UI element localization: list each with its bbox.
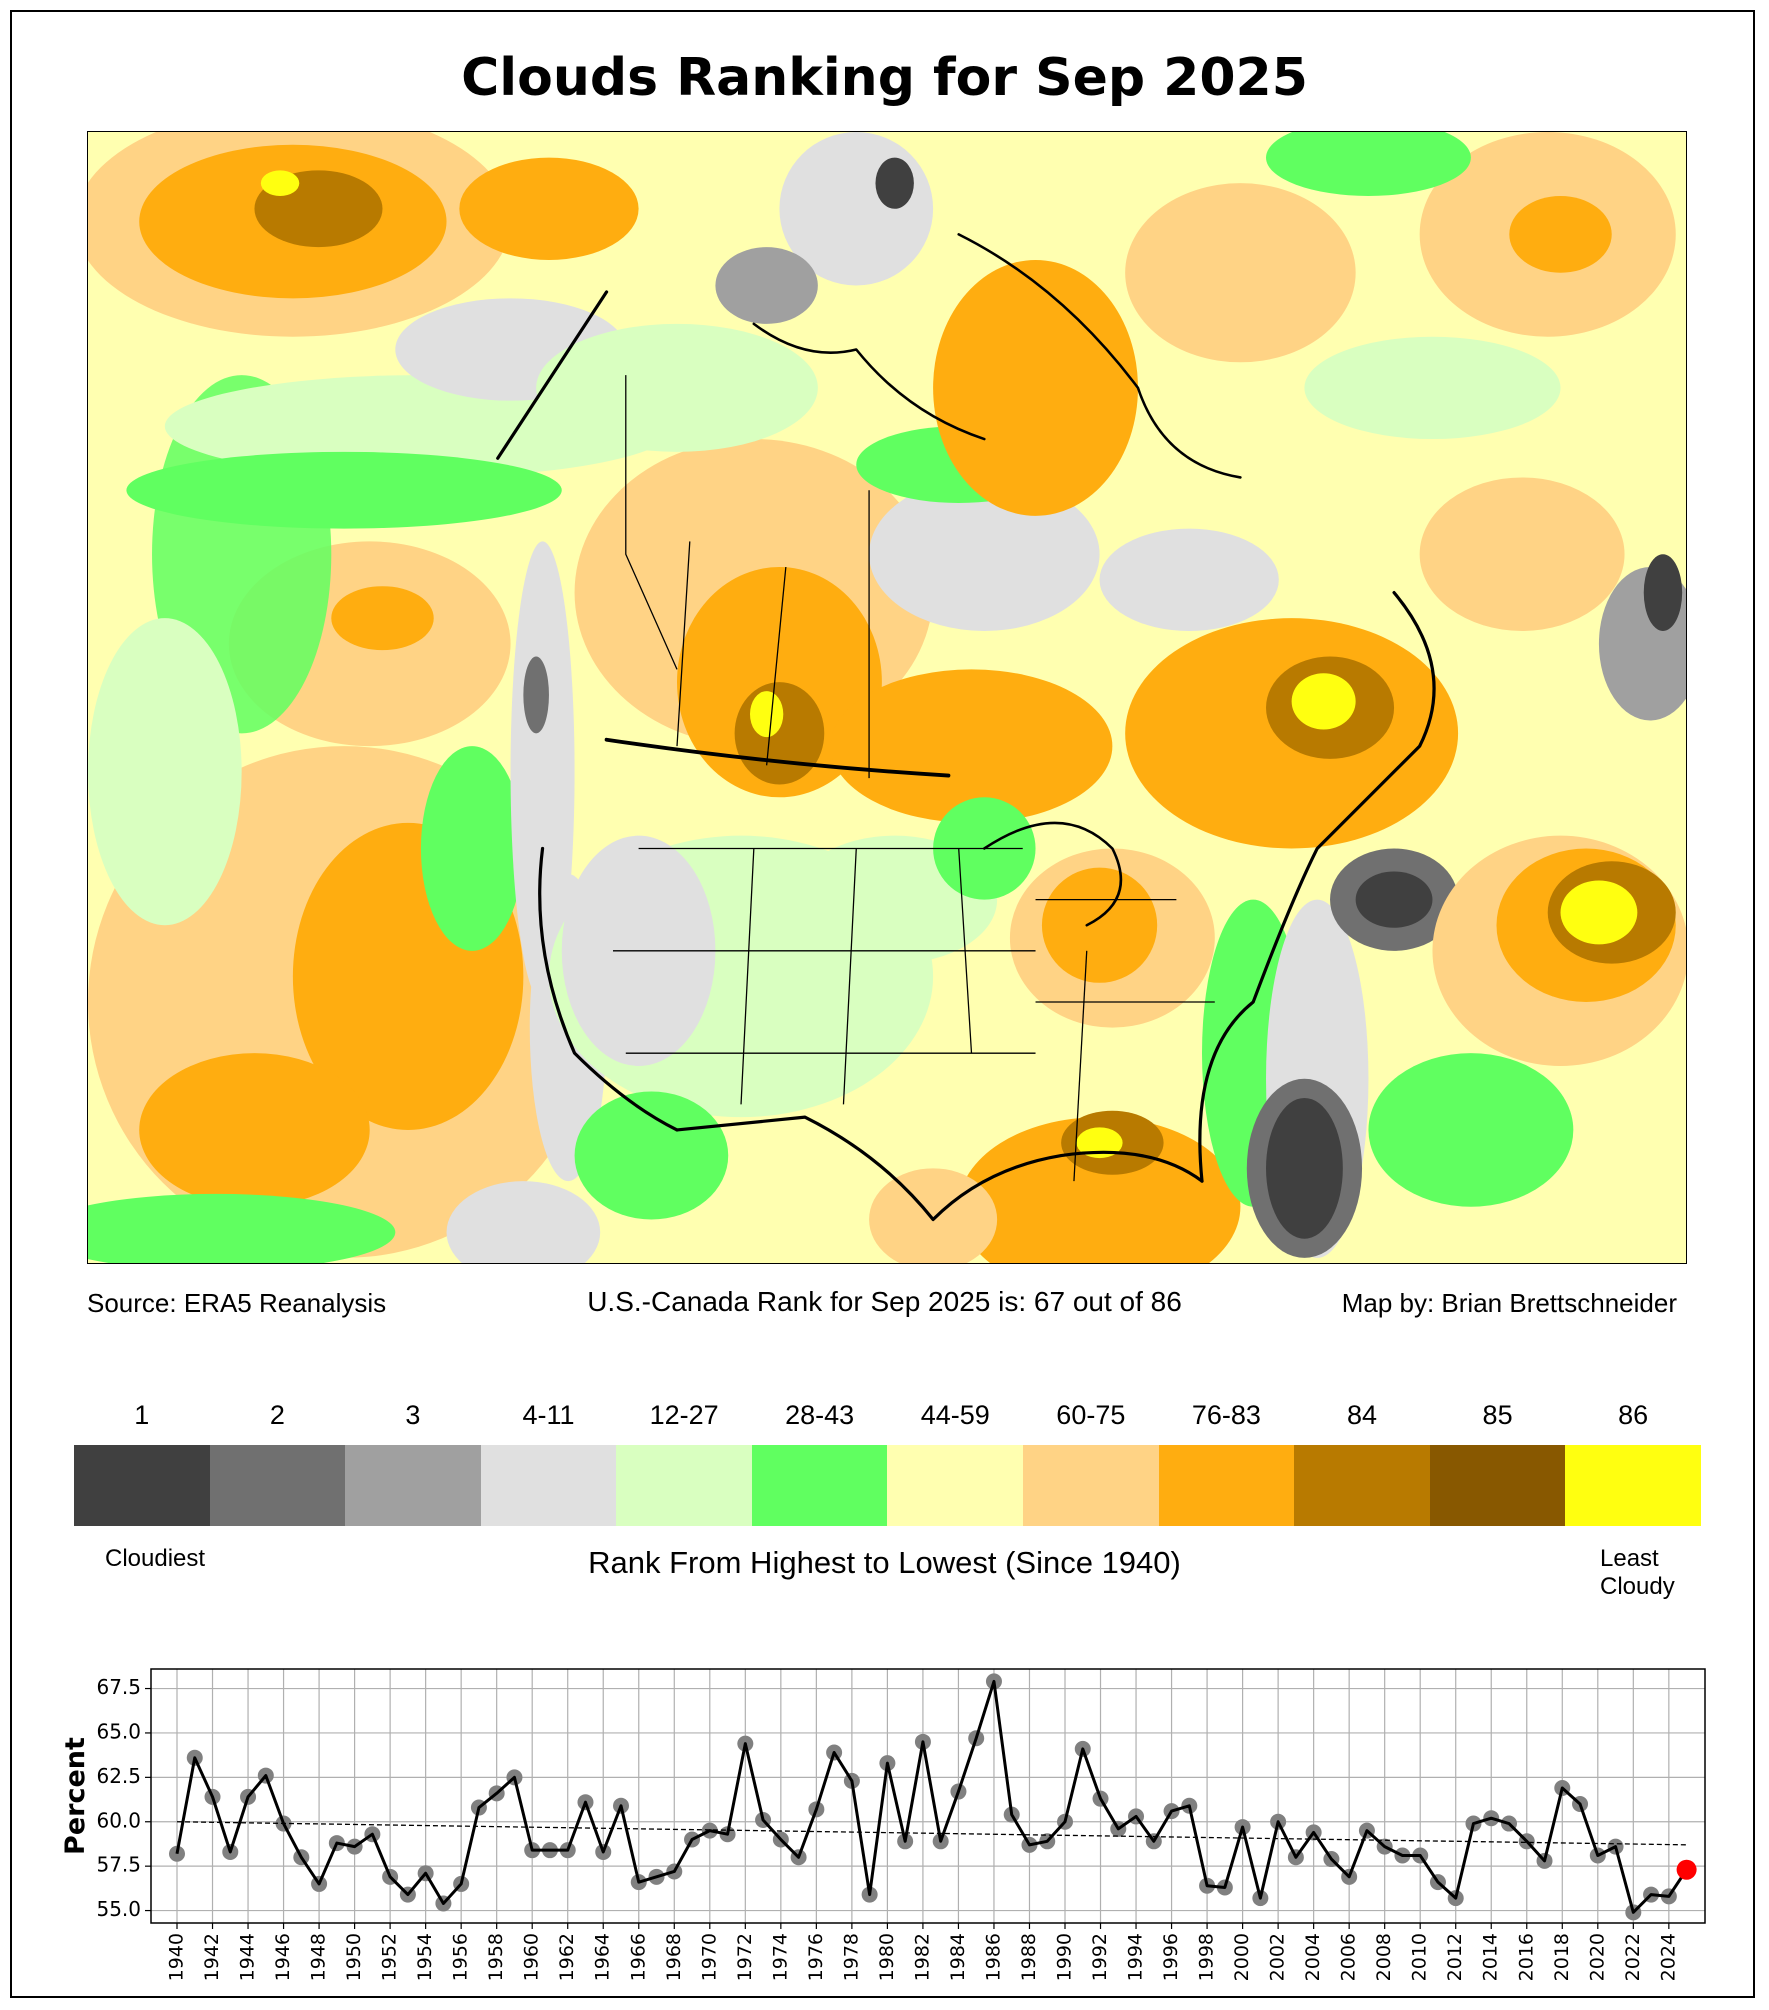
legend-swatch-2 <box>209 1445 346 1526</box>
x-tick-label: 1942 <box>201 1933 223 1981</box>
y-tick-label: 65.0 <box>96 1719 141 1743</box>
x-tick-label: 2004 <box>1302 1933 1324 1981</box>
x-tick-label: 1974 <box>769 1933 791 1981</box>
x-tick-label: 1998 <box>1196 1933 1218 1981</box>
legend-label: 76-83 <box>1191 1400 1261 1430</box>
y-tick-label: 67.5 <box>96 1675 141 1699</box>
y-axis-label: Percent <box>60 1737 91 1855</box>
trend-line <box>176 1821 1687 1846</box>
x-tick-label: 1984 <box>947 1933 969 1981</box>
legend-label: 84 <box>1346 1400 1378 1430</box>
x-tick-label: 1956 <box>450 1933 472 1981</box>
x-tick-label: 2006 <box>1338 1933 1360 1981</box>
rank-summary: U.S.-Canada Rank for Sep 2025 is: 67 out… <box>587 1286 1182 1317</box>
x-tick-label: 1966 <box>627 1933 649 1981</box>
cloud-rank-map <box>87 131 1687 1264</box>
x-tick-label: 1962 <box>556 1933 578 1981</box>
x-tick-label: 1968 <box>663 1933 685 1981</box>
legend-low-label: Cloudiest <box>105 1545 206 1572</box>
x-tick-label: 1944 <box>237 1933 259 1981</box>
x-tick-label: 1950 <box>343 1933 365 1981</box>
legend-label: 28-43 <box>785 1400 855 1430</box>
source-label: Source: ERA5 Reanalysis <box>87 1288 387 1318</box>
legend-swatch-85 <box>1429 1445 1566 1526</box>
color-legend-bar <box>74 1445 1701 1526</box>
map-graphic <box>88 132 1686 1263</box>
x-tick-label: 1992 <box>1089 1933 1111 1981</box>
x-tick-label: 2022 <box>1622 1933 1644 1981</box>
series-line <box>175 1679 1688 1914</box>
x-tick-label: 1972 <box>734 1933 756 1981</box>
x-tick-label: 1988 <box>1018 1933 1040 1981</box>
x-tick-label: 2002 <box>1267 1933 1289 1981</box>
credit-label: Map by: Brian Brettschneider <box>1341 1288 1677 1318</box>
legend-label: 86 <box>1618 1400 1649 1430</box>
legend-labels: 1 2 3 4-11 12-27 28-43 44-59 60-75 76-83… <box>74 1400 1701 1431</box>
page-title: Clouds Ranking for Sep 2025 <box>461 48 1308 108</box>
x-tick-label: 2010 <box>1409 1933 1431 1981</box>
legend-label: 44-59 <box>920 1400 990 1430</box>
y-tick-label: 62.5 <box>96 1764 141 1788</box>
x-tick-label: 1996 <box>1160 1933 1182 1981</box>
x-tick-label: 2014 <box>1480 1933 1502 1981</box>
x-tick-label: 1954 <box>414 1933 436 1981</box>
x-tick-label: 2000 <box>1231 1933 1253 1981</box>
x-tick-label: 2018 <box>1551 1933 1573 1981</box>
highlight-point-current-year <box>1676 1859 1697 1880</box>
y-tick-label: 60.0 <box>96 1808 141 1832</box>
x-tick-label: 2020 <box>1586 1933 1608 1981</box>
x-tick-label: 1964 <box>592 1933 614 1981</box>
legend-swatch-44-59 <box>887 1445 1024 1526</box>
x-tick-label: 1982 <box>911 1933 933 1981</box>
x-tick-label: 1952 <box>379 1933 401 1981</box>
x-tick-label: 1994 <box>1125 1933 1147 1981</box>
legend-label: 60-75 <box>1056 1400 1126 1430</box>
legend-high-label-2: Cloudy <box>1600 1573 1675 1600</box>
x-tick-label: 1946 <box>272 1933 294 1981</box>
x-tick-label: 2016 <box>1515 1933 1537 1981</box>
legend-label: 85 <box>1482 1400 1513 1430</box>
legend-high-label-1: Least <box>1600 1545 1659 1572</box>
x-tick-label: 1978 <box>840 1933 862 1981</box>
legend-label: 2 <box>269 1400 285 1430</box>
x-tick-label: 1980 <box>876 1933 898 1981</box>
figure-frame <box>10 10 1755 1998</box>
x-tick-label: 2024 <box>1657 1933 1679 1981</box>
legend-swatch-84 <box>1294 1445 1430 1526</box>
y-tick-label: 55.0 <box>96 1897 141 1921</box>
legend-swatch-86 <box>1565 1445 1701 1526</box>
legend-label: 3 <box>405 1400 421 1430</box>
legend-swatch-3 <box>345 1445 481 1526</box>
legend-swatch-60-75 <box>1023 1445 1159 1526</box>
x-tick-label: 1958 <box>485 1933 507 1981</box>
x-tick-label: 1970 <box>698 1933 720 1981</box>
x-tick-label: 1940 <box>166 1933 188 1981</box>
time-series-chart: 1940 1942 1944 1946 1948 1950 1952 1954 1956 1958… <box>60 1668 1706 1981</box>
legend-swatch-12-27 <box>616 1445 752 1526</box>
x-tick-label: 2008 <box>1373 1933 1395 1981</box>
data-point <box>169 1845 185 1862</box>
x-tick-label: 1990 <box>1054 1933 1076 1981</box>
legend-swatch-4-11 <box>480 1445 617 1526</box>
x-tick-label: 1960 <box>521 1933 543 1981</box>
y-tick-label: 57.5 <box>96 1853 141 1877</box>
plot-border <box>150 1668 1706 1924</box>
legend-axis-title: Rank From Highest to Lowest (Since 1940) <box>588 1545 1181 1580</box>
legend-swatch-28-43 <box>751 1445 888 1526</box>
x-tick-label: 1986 <box>982 1933 1004 1981</box>
x-tick-label: 1948 <box>308 1933 330 1981</box>
legend-label: 4-11 <box>522 1400 575 1430</box>
legend-swatch-1 <box>74 1445 210 1526</box>
legend-label: 12-27 <box>649 1400 719 1430</box>
x-tick-label: 2012 <box>1444 1933 1466 1981</box>
x-tick-label: 1976 <box>805 1933 827 1981</box>
legend-swatch-76-83 <box>1158 1445 1295 1526</box>
plot-area <box>151 1669 1705 1923</box>
legend-label: 1 <box>134 1400 150 1430</box>
